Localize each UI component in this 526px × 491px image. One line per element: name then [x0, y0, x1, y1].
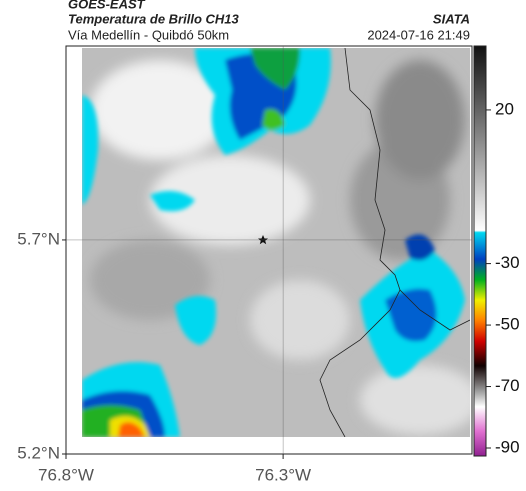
agency: SIATA: [433, 11, 470, 26]
imagery: [82, 48, 470, 437]
timestamp: 2024-07-16 21:49: [367, 27, 470, 42]
x-tick-label: 76.8°W: [38, 465, 94, 484]
y-tick-label: 5.2°N: [17, 443, 60, 462]
source: GOES-EAST: [68, 0, 146, 11]
title: Temperatura de Brillo CH13: [68, 11, 240, 26]
y-tick-label: 5.7°N: [17, 229, 60, 248]
colorbar-tick-label: 20: [495, 99, 514, 118]
subtitle: Vía Medellín - Quibdó 50km: [68, 27, 229, 42]
colorbar-tick-label: -90: [495, 437, 520, 456]
map-frame: [65, 45, 473, 455]
colorbar-tick-label: -70: [495, 376, 520, 395]
x-tick-label: 76.3°W: [255, 465, 311, 484]
colorbar-tick-label: -50: [495, 315, 520, 334]
colorbar-tick-label: -30: [495, 253, 520, 272]
colorbar: [473, 45, 487, 457]
city-marker: [258, 235, 268, 245]
